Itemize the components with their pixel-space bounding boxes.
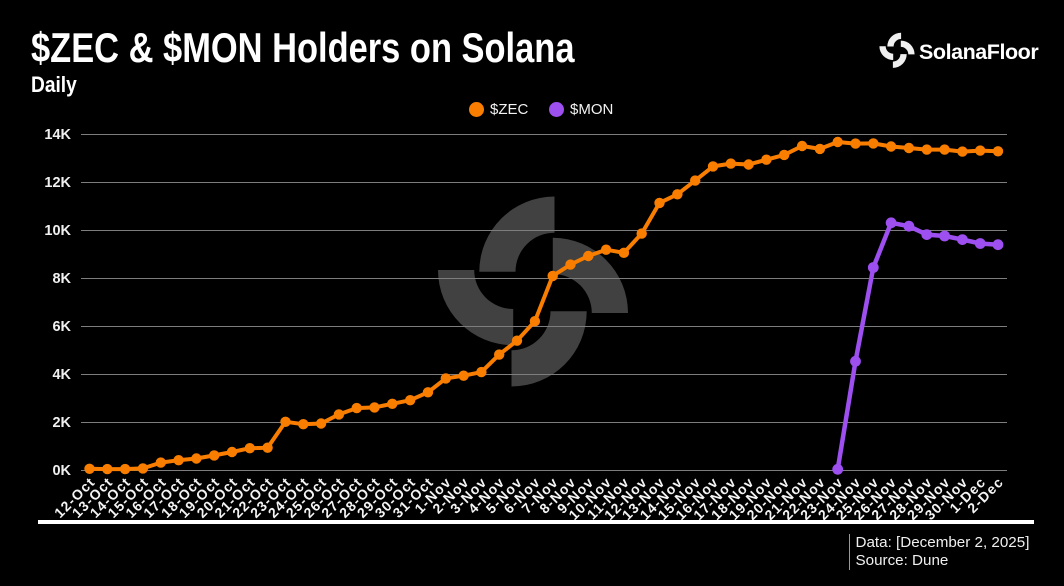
- svg-text:10K: 10K: [44, 223, 71, 239]
- svg-text:0K: 0K: [52, 463, 71, 479]
- svg-text:14K: 14K: [44, 127, 71, 143]
- svg-text:8K: 8K: [52, 271, 71, 287]
- svg-text:2K: 2K: [52, 415, 71, 431]
- svg-text:12K: 12K: [44, 175, 71, 191]
- svg-text:4K: 4K: [52, 367, 71, 383]
- svg-text:6K: 6K: [52, 319, 71, 335]
